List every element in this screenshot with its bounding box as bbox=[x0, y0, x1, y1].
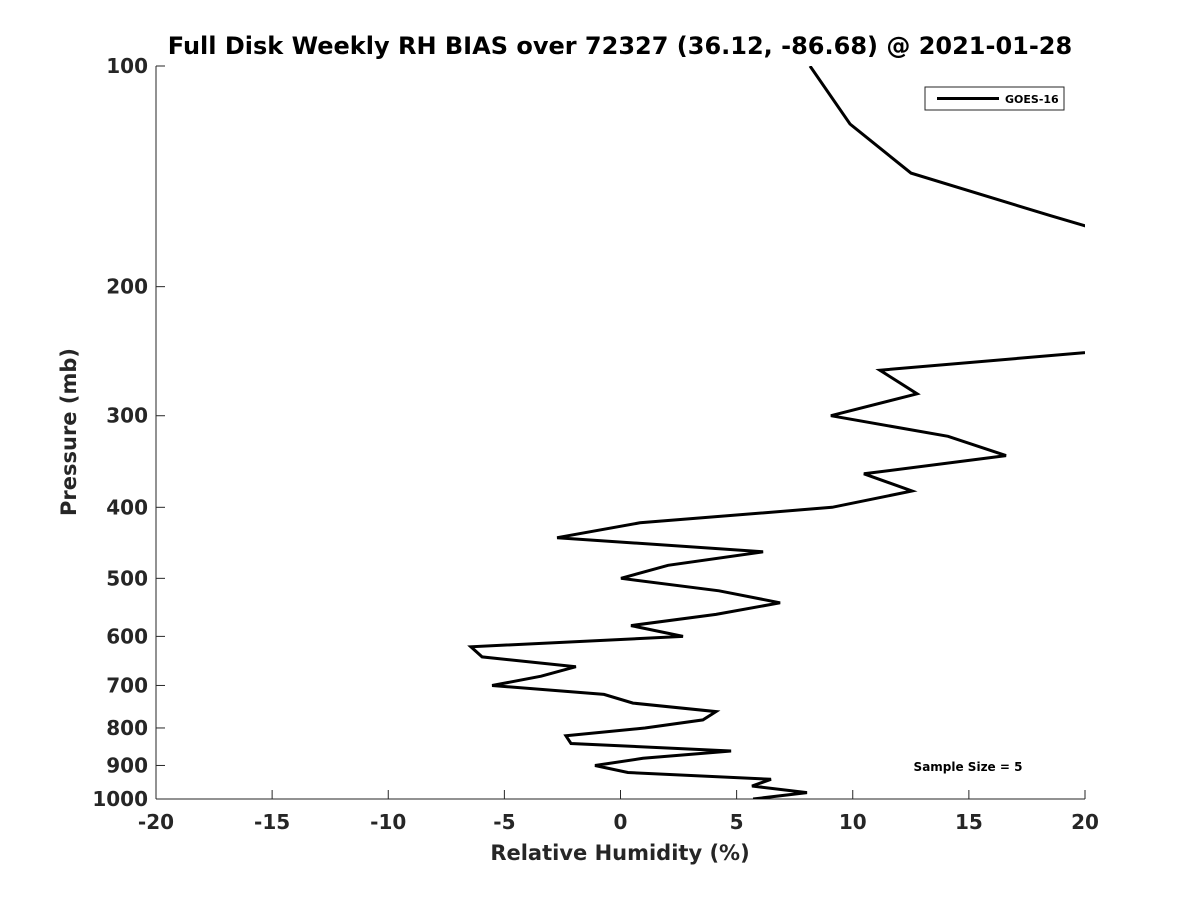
y-tick-label: 800 bbox=[106, 716, 148, 740]
x-tick-label: 20 bbox=[1071, 810, 1099, 834]
chart-title: Full Disk Weekly RH BIAS over 72327 (36.… bbox=[168, 32, 1072, 60]
x-tick-label: -15 bbox=[254, 810, 290, 834]
legend-label-goes-16: GOES-16 bbox=[1005, 93, 1059, 106]
y-tick-label: 300 bbox=[106, 404, 148, 428]
y-tick-label: 1000 bbox=[92, 787, 148, 811]
y-tick-label: 900 bbox=[106, 753, 148, 777]
x-tick-label: 5 bbox=[730, 810, 744, 834]
x-tick-label: -5 bbox=[493, 810, 515, 834]
x-tick-label: 0 bbox=[614, 810, 628, 834]
y-tick-label: 200 bbox=[106, 275, 148, 299]
x-tick-label: 10 bbox=[839, 810, 867, 834]
legend: GOES-16 bbox=[924, 86, 1065, 111]
y-tick-label: 600 bbox=[106, 624, 148, 648]
y-axis-label: Pressure (mb) bbox=[57, 348, 81, 516]
y-tick-label: 400 bbox=[106, 495, 148, 519]
y-tick-label: 700 bbox=[106, 673, 148, 697]
x-tick-label: -10 bbox=[370, 810, 406, 834]
x-tick-label: -20 bbox=[138, 810, 174, 834]
y-tick-label: 100 bbox=[106, 54, 148, 78]
y-tick-label: 500 bbox=[106, 566, 148, 590]
x-tick-label: 15 bbox=[955, 810, 983, 834]
series-line-goes-16 bbox=[467, 66, 1085, 799]
x-axis-label: Relative Humidity (%) bbox=[490, 841, 749, 865]
sample-size-annotation: Sample Size = 5 bbox=[914, 760, 1023, 774]
